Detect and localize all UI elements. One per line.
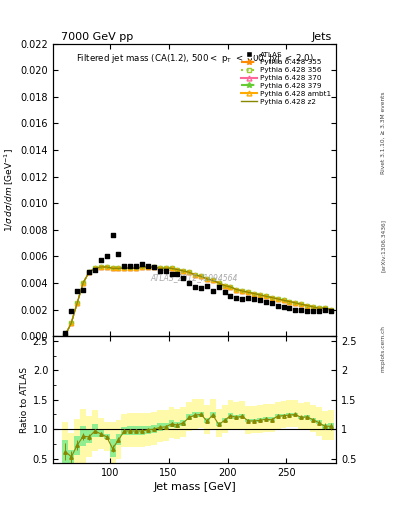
Y-axis label: $1/\sigma\,d\sigma/dm\;[\mathrm{GeV}^{-1}]$: $1/\sigma\,d\sigma/dm\;[\mathrm{GeV}^{-1…	[3, 148, 16, 232]
Text: Rivet 3.1.10, ≥ 3.3M events: Rivet 3.1.10, ≥ 3.3M events	[381, 92, 386, 175]
Point	[215, 283, 222, 291]
Text: Jets: Jets	[312, 32, 332, 42]
Point	[316, 307, 322, 315]
Point	[298, 306, 304, 314]
Point	[104, 252, 110, 261]
Point	[133, 262, 140, 270]
Point	[151, 263, 157, 271]
X-axis label: Jet mass [GeV]: Jet mass [GeV]	[153, 482, 236, 493]
Point	[304, 307, 310, 315]
Point	[280, 303, 286, 311]
Text: Filtered jet mass (CA(1.2), 500$<$ p$_\mathrm{T}$ $<$ 600, |y| $<$ 2.0): Filtered jet mass (CA(1.2), 500$<$ p$_\m…	[75, 52, 314, 66]
Point	[233, 293, 239, 302]
Point	[251, 295, 257, 303]
Point	[286, 304, 292, 312]
Point	[80, 286, 86, 294]
Point	[86, 268, 92, 276]
Point	[245, 293, 252, 302]
Point	[97, 256, 104, 264]
Point	[156, 267, 163, 275]
Point	[116, 249, 122, 258]
Text: ATLAS_2012_I1094564: ATLAS_2012_I1094564	[151, 273, 238, 282]
Point	[74, 287, 81, 295]
Point	[328, 307, 334, 315]
Point	[257, 296, 263, 304]
Point	[292, 306, 299, 314]
Point	[92, 266, 98, 274]
Point	[310, 307, 316, 315]
Text: 7000 GeV pp: 7000 GeV pp	[61, 32, 133, 42]
Point	[121, 262, 127, 270]
Y-axis label: Ratio to ATLAS: Ratio to ATLAS	[20, 367, 29, 433]
Point	[163, 267, 169, 275]
Point	[210, 287, 216, 295]
Point	[139, 260, 145, 268]
Point	[145, 262, 151, 270]
Point	[274, 302, 281, 310]
Point	[62, 329, 68, 337]
Point	[239, 295, 245, 303]
Point	[321, 306, 328, 314]
Point	[227, 292, 233, 301]
Point	[180, 273, 187, 282]
Point	[192, 283, 198, 291]
Text: mcplots.cern.ch: mcplots.cern.ch	[381, 325, 386, 372]
Point	[204, 282, 210, 290]
Point	[68, 307, 75, 315]
Point	[268, 299, 275, 307]
Point	[263, 297, 269, 306]
Text: [arXiv:1306.3436]: [arXiv:1306.3436]	[381, 219, 386, 272]
Point	[198, 284, 204, 292]
Point	[174, 269, 181, 278]
Point	[109, 231, 116, 239]
Legend: ATLAS, Pythia 6.428 355, Pythia 6.428 356, Pythia 6.428 370, Pythia 6.428 379, P: ATLAS, Pythia 6.428 355, Pythia 6.428 35…	[240, 50, 332, 106]
Point	[186, 279, 193, 287]
Point	[127, 262, 133, 270]
Point	[222, 288, 228, 296]
Point	[169, 269, 175, 278]
